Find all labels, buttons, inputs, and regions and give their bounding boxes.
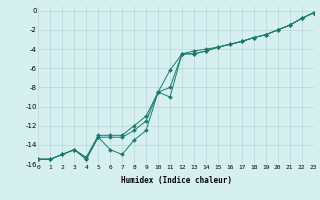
X-axis label: Humidex (Indice chaleur): Humidex (Indice chaleur) (121, 176, 231, 185)
